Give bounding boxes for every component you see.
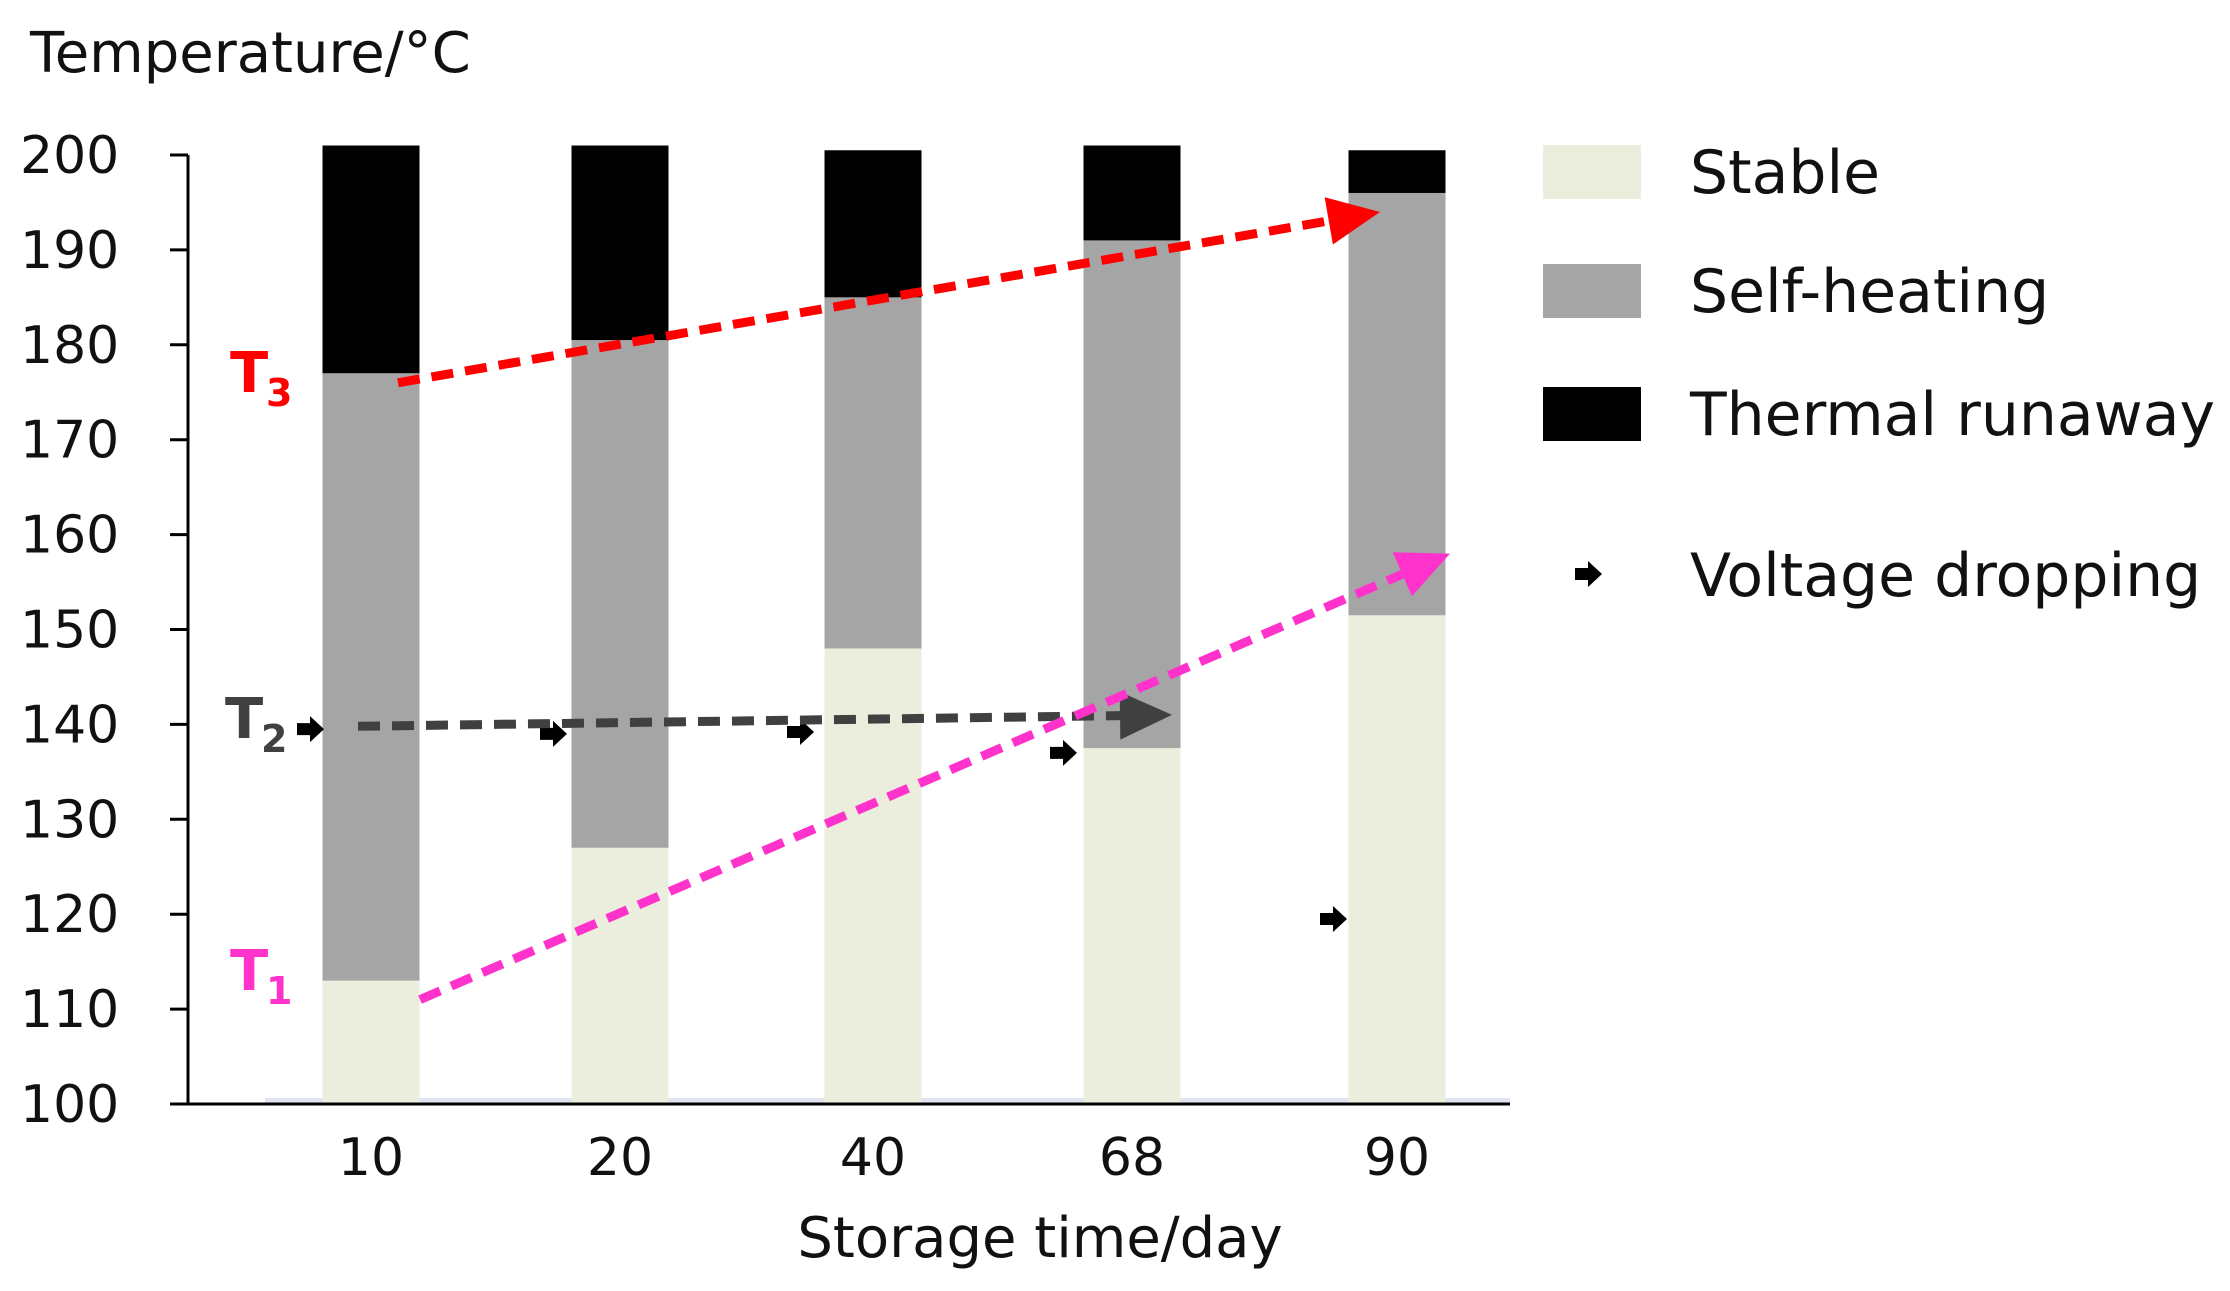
trend-line-t1 [418,570,1405,1004]
y-tick-label-130: 130 [20,790,119,850]
legend-swatch-stable [1543,145,1641,199]
bar-thermal-runaway-20 [571,145,669,341]
voltage-marker-20 [540,720,567,747]
y-tick-label-110: 110 [20,980,119,1040]
legend-item-thermal-runaway: Thermal runaway [1543,380,2215,450]
trend-label-letter: T [225,687,263,752]
voltage-marker-shape [1320,905,1347,932]
legend-item-stable: Stable [1543,138,1880,208]
legend-item-self-heating: Self-heating [1543,257,2049,327]
legend-label-voltage-dropping: Voltage dropping [1690,541,2201,611]
bar-thermal-runaway-10 [322,145,420,374]
voltage-marker-shape [297,716,324,743]
voltage-marker-90 [1320,905,1347,932]
y-tick-label-160: 160 [20,506,119,566]
trend-line-t3 [397,216,1330,388]
trend-line-t2 [357,711,1121,731]
trend-label-t1: T1 [230,939,292,1013]
bars [322,145,1446,1104]
trend-label-letter: T [230,939,268,1004]
trend-label-t2: T2 [225,687,287,761]
x-axis-title: Storage time/day [797,1206,1282,1271]
trend-label-t3: T3 [230,341,292,415]
y-tick-label-200: 200 [20,126,119,186]
y-tick-label-140: 140 [20,695,119,755]
bar-stable-20 [571,847,669,1104]
y-tick-label-190: 190 [20,221,119,281]
legend-label-self-heating: Self-heating [1690,257,2049,327]
voltage-markers [297,716,1347,932]
voltage-marker-10 [297,716,324,743]
trend-arrowhead-t1 [1392,552,1450,597]
bar-self-heating-68 [1083,240,1181,749]
legend-label-stable: Stable [1690,138,1880,208]
bar-stable-90 [1348,615,1446,1104]
x-tick-label-90: 90 [1364,1128,1430,1188]
legend: Stable Self-heating Thermal runaway Voltage… [1543,138,2215,611]
bar-self-heating-40 [824,297,922,649]
y-axis-title: Temperature/°C [29,21,471,86]
bar-self-heating-90 [1348,192,1446,616]
legend-marker [1575,561,1602,587]
bar-self-heating-20 [571,340,669,848]
y-tick-label-100: 100 [20,1075,119,1135]
voltage-marker-68 [1050,739,1077,766]
bar-thermal-runaway-40 [824,150,922,298]
trend-label-subscript: 1 [266,969,292,1013]
x-tick-label-40: 40 [840,1128,906,1188]
voltage-marker-shape [540,720,567,747]
legend-item-voltage-dropping: Voltage dropping [1575,541,2201,611]
y-tick-label-180: 180 [20,316,119,376]
voltage-marker-shape [1050,739,1077,766]
x-tick-label-20: 20 [587,1128,653,1188]
bar-thermal-runaway-68 [1083,145,1181,241]
y-tick-label-120: 120 [20,885,119,945]
trend-arrowhead-t3 [1324,197,1380,245]
x-tick-label-68: 68 [1099,1128,1165,1188]
bar-stable-40 [824,648,922,1104]
trend-label-subscript: 2 [261,717,287,761]
trend-arrowhead-t2 [1119,691,1172,740]
voltage-marker-40 [787,718,814,745]
trend-label-subscript: 3 [266,371,292,415]
legend-swatch-thermal-runaway [1543,387,1641,441]
bar-self-heating-10 [322,373,420,981]
trend-label-letter: T [230,341,268,406]
legend-label-thermal-runaway: Thermal runaway [1689,380,2215,450]
bar-thermal-runaway-90 [1348,150,1446,193]
voltage-marker-shape [787,718,814,745]
y-tick-label-150: 150 [20,601,119,661]
legend-swatch-self-heating [1543,264,1641,318]
bar-stable-68 [1083,748,1181,1104]
legend-marker-shape [1575,561,1602,587]
bar-stable-10 [322,980,420,1104]
x-tick-label-10: 10 [338,1128,404,1188]
y-tick-label-170: 170 [20,411,119,471]
